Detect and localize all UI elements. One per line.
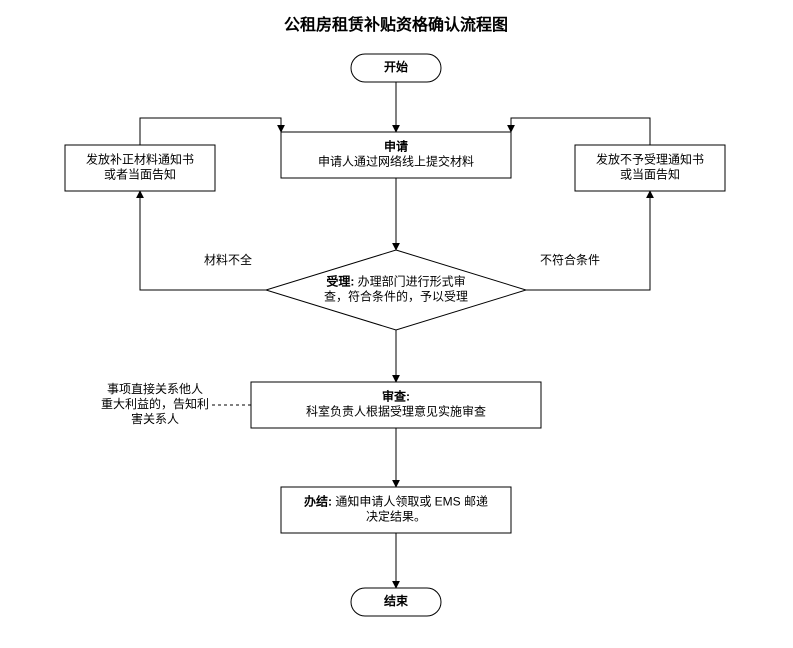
edge xyxy=(140,118,281,145)
edge xyxy=(526,191,650,290)
node-end: 结束 xyxy=(351,588,441,616)
node-accept: 受理: 办理部门进行形式审查，符合条件的，予以受理 xyxy=(266,250,526,330)
node-right_box: 发放不予受理通知书或当面告知 xyxy=(575,145,725,191)
node-start: 开始 xyxy=(351,54,441,82)
flowchart-canvas: 公租房租赁补贴资格确认流程图材料不全 不符合条件 开始申请申请人通过网络线上提交材料… xyxy=(0,0,793,648)
edge xyxy=(140,191,266,290)
node-label: 科室负责人根据受理意见实施审查 xyxy=(306,404,486,419)
chart-title: 公租房租赁补贴资格确认流程图 xyxy=(284,15,508,34)
node-label: 申请人通过网络线上提交材料 xyxy=(318,154,474,169)
annotation-line: 重大利益的，告知利 xyxy=(101,396,209,411)
annotation-line: 事项直接关系他人 xyxy=(107,381,203,396)
node-line: 决定结果。 xyxy=(366,509,426,524)
node-annotation: 事项直接关系他人重大利益的，告知利害关系人 xyxy=(101,381,209,426)
node-line: 发放补正材料通知书 xyxy=(86,152,194,167)
node-review: 审查:科室负责人根据受理意见实施审查 xyxy=(251,382,541,428)
node-line: 办结: 通知申请人领取或 EMS 邮递 xyxy=(304,494,488,509)
node-line: 或当面告知 xyxy=(620,168,680,182)
node-line: 发放不予受理通知书 xyxy=(596,152,704,167)
node-label-bold: 结束 xyxy=(384,593,409,608)
edge-label: 不符合条件 xyxy=(540,252,600,267)
node-apply: 申请申请人通过网络线上提交材料 xyxy=(281,132,511,178)
node-finish: 办结: 通知申请人领取或 EMS 邮递决定结果。 xyxy=(281,487,511,533)
node-label-bold: 开始 xyxy=(384,59,408,74)
node-left_box: 发放补正材料通知书或者当面告知 xyxy=(65,145,215,191)
node-line: 或者当面告知 xyxy=(104,168,176,182)
annotation-line: 害关系人 xyxy=(131,411,179,426)
node-label-bold: 申请 xyxy=(384,139,408,154)
edge xyxy=(511,118,650,145)
edge-label: 材料不全 xyxy=(204,252,252,267)
node-label-bold: 审查: xyxy=(382,389,410,404)
node-line: 查，符合条件的，予以受理 xyxy=(324,289,468,304)
node-line: 受理: 办理部门进行形式审 xyxy=(326,274,465,289)
